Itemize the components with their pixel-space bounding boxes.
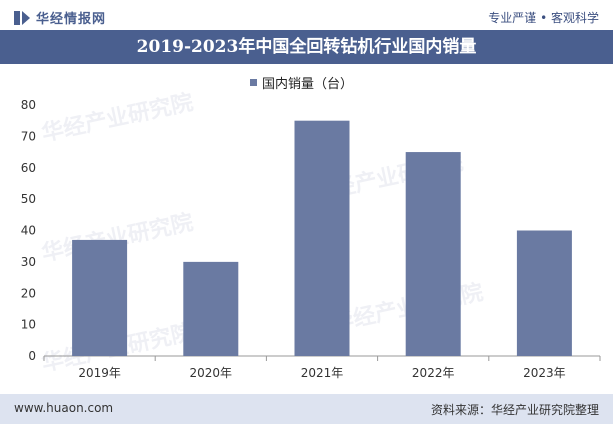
logo[interactable]: 华经情报网 xyxy=(14,8,106,27)
legend-label: 国内销量（台） xyxy=(262,77,354,92)
slogan: 专业严谨 • 客观科学 xyxy=(488,11,599,25)
footer: www.huaon.com 资料来源：华经产业研究院整理 xyxy=(0,394,613,424)
y-tick-label: 70 xyxy=(21,129,36,143)
bar xyxy=(294,120,350,356)
footer-source: 资料来源：华经产业研究院整理 xyxy=(430,403,599,417)
y-tick-label: 60 xyxy=(21,161,36,175)
bar xyxy=(405,152,461,356)
chart-title: 2019-2023年中国全回转钻机行业国内销量 xyxy=(136,37,477,57)
y-tick-label: 0 xyxy=(28,349,36,363)
x-tick-label: 2021年 xyxy=(301,366,344,380)
y-tick-label: 20 xyxy=(21,286,36,300)
footer-website[interactable]: www.huaon.com xyxy=(14,401,114,415)
title-bar: 2019-2023年中国全回转钻机行业国内销量 xyxy=(0,30,613,64)
bar xyxy=(72,239,128,356)
chart-legend: 国内销量（台） xyxy=(250,73,353,92)
bar-chart: 0 10 20 30 40 50 60 70 80 2019年 2020年 2021年 2022年 202… xyxy=(21,98,601,380)
bar xyxy=(183,261,239,356)
top-bar: 华经情报网 专业严谨 • 客观科学 xyxy=(0,0,613,30)
x-tick-label: 2020年 xyxy=(190,366,233,380)
legend-swatch xyxy=(250,79,257,86)
bar xyxy=(516,230,572,356)
y-tick-label: 10 xyxy=(21,318,36,332)
logo-text: 华经情报网 xyxy=(36,12,107,27)
y-tick-label: 80 xyxy=(21,98,36,112)
x-tick-label: 2022年 xyxy=(412,366,455,380)
y-tick-label: 40 xyxy=(21,224,36,238)
x-tick-label: 2019年 xyxy=(78,366,121,380)
y-tick-label: 30 xyxy=(21,255,36,269)
x-tick-label: 2023年 xyxy=(523,366,566,380)
logo-icon xyxy=(14,10,30,25)
y-tick-label: 50 xyxy=(21,192,36,206)
